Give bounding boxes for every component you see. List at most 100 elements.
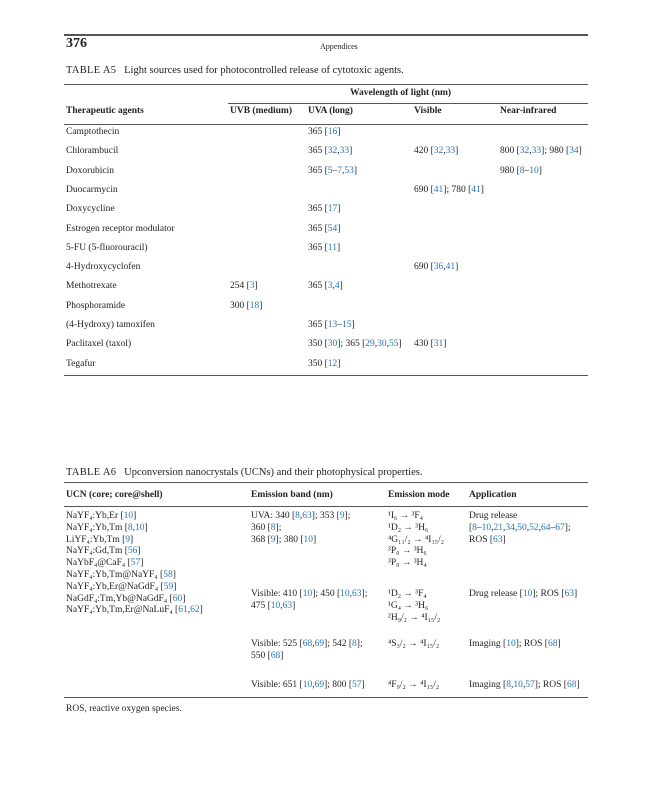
reference-link[interactable]: 3 (249, 281, 255, 292)
table-a6-caption-text: Upconversion nanocrystals (UCNs) and the… (124, 467, 423, 478)
reference-link[interactable]: 10 (513, 680, 523, 690)
reference-link[interactable]: 32 (433, 146, 444, 157)
reference-link[interactable]: 9 (339, 511, 345, 521)
header-rule (64, 34, 588, 36)
reference-link[interactable]: 68 (566, 680, 577, 690)
application: Drug release [10]; ROS [63] (469, 589, 578, 599)
reference-link[interactable]: 41 (445, 262, 456, 273)
reference-link[interactable]: 64 (541, 522, 551, 533)
reference-link[interactable]: 62 (190, 605, 200, 616)
emission-band: 360 [8]; (251, 522, 282, 533)
reference-link[interactable]: 8 (519, 165, 525, 176)
reference-link[interactable]: 8 (352, 639, 357, 649)
reference-link[interactable]: 16 (327, 127, 338, 137)
reference-link[interactable]: 68 (302, 639, 313, 649)
reference-link[interactable]: 10 (123, 511, 134, 521)
reference-link[interactable]: 7 (337, 165, 343, 176)
reference-link[interactable]: 10 (529, 165, 539, 176)
reference-link[interactable]: 3 (327, 281, 333, 292)
reference-link[interactable]: 18 (249, 300, 260, 311)
reference-link[interactable]: 17 (327, 204, 338, 215)
reference-link[interactable]: 10 (303, 534, 314, 545)
reference-link[interactable]: 4 (334, 281, 340, 292)
reference-link[interactable]: 69 (314, 680, 325, 690)
reference-link[interactable]: 10 (506, 639, 516, 649)
reference-link[interactable]: 10 (135, 522, 145, 533)
row-label: Estrogen receptor modulator (66, 223, 175, 234)
reference-link[interactable]: 60 (172, 593, 183, 604)
reference-link[interactable]: 32 (519, 146, 530, 157)
table-cell: 365 [54] (308, 223, 341, 234)
row-label: Duocarmycin (66, 184, 118, 195)
reference-link[interactable]: 34 (505, 522, 515, 533)
reference-link[interactable]: 68 (547, 639, 558, 649)
reference-link[interactable]: 59 (163, 581, 174, 592)
reference-link[interactable]: 54 (327, 223, 338, 234)
reference-link[interactable]: 8 (270, 522, 276, 533)
reference-link[interactable]: 41 (471, 184, 481, 195)
reference-link[interactable]: 33 (339, 146, 350, 157)
reference-link[interactable]: 69 (314, 639, 325, 649)
reference-link[interactable]: 8 (127, 522, 133, 533)
reference-link[interactable]: 15 (342, 320, 352, 330)
reference-link[interactable]: 33 (531, 146, 542, 157)
reference-link[interactable]: 10 (481, 522, 492, 533)
reference-link[interactable]: 67 (555, 522, 565, 533)
reference-link[interactable]: 50 (517, 522, 527, 533)
reference-link[interactable]: 21 (493, 522, 504, 533)
row-label: Phosphoramide (66, 300, 126, 311)
table-a6-caption: TABLE A6 Upconversion nanocrystals (UCNs… (66, 467, 422, 478)
reference-link[interactable]: 8 (506, 680, 511, 690)
application: [8–10,21,34,50,52,64–67]; (469, 522, 571, 533)
reference-link[interactable]: 57 (130, 558, 141, 569)
reference-link[interactable]: 53 (344, 165, 354, 176)
table-cell: 800 [32,33]; 980 [34] (500, 146, 582, 157)
emission-mode: ¹G₄ → ³H₆ (388, 600, 429, 611)
reference-link[interactable]: 61 (178, 605, 188, 616)
reference-link[interactable]: 5 (327, 165, 333, 176)
reference-link[interactable]: 30 (327, 339, 338, 350)
emission-mode: ⁴G₁₁/₂ → ⁴I₁₅/₂ (388, 534, 445, 545)
reference-link[interactable]: 31 (433, 339, 444, 350)
row-label: Paclitaxel (taxol) (66, 339, 132, 350)
reference-link[interactable]: 11 (327, 242, 337, 253)
table-a6-top-rule (64, 482, 588, 484)
reference-link[interactable]: 63 (282, 600, 293, 611)
reference-link[interactable]: 57 (352, 680, 362, 690)
reference-link[interactable]: 12 (327, 358, 338, 369)
reference-link[interactable]: 63 (564, 589, 575, 599)
reference-link[interactable]: 30 (377, 339, 387, 350)
reference-link[interactable]: 63 (493, 534, 503, 545)
reference-link[interactable]: 8 (295, 511, 300, 521)
reference-link[interactable]: 29 (365, 339, 375, 350)
reference-link[interactable]: 10 (302, 589, 313, 599)
row-label: Doxorubicin (66, 165, 115, 176)
reference-link[interactable]: 41 (433, 184, 444, 195)
reference-link[interactable]: 57 (525, 680, 535, 690)
reference-link[interactable]: 13 (327, 320, 338, 330)
reference-link[interactable]: 52 (529, 522, 539, 533)
table-cell: 350 [30]; 365 [29,30,55] (308, 339, 402, 350)
reference-link[interactable]: 34 (569, 146, 579, 157)
reference-link[interactable]: 10 (340, 589, 350, 599)
reference-link[interactable]: 10 (270, 600, 281, 611)
ucn-entry: NaYF₄:Yb,Er [10] (66, 511, 137, 521)
column-header: Application (469, 490, 517, 500)
reference-link[interactable]: 56 (127, 546, 138, 557)
emission-mode: ¹D₂ → ³F₄ (388, 589, 427, 599)
reference-link[interactable]: 32 (327, 146, 338, 157)
running-title: Appendices (320, 42, 358, 51)
reference-link[interactable]: 68 (270, 650, 281, 661)
reference-link[interactable]: 63 (302, 511, 312, 521)
reference-link[interactable]: 58 (163, 570, 173, 580)
reference-link[interactable]: 9 (125, 534, 131, 545)
reference-link[interactable]: 9 (270, 534, 276, 545)
reference-link[interactable]: 10 (522, 589, 533, 599)
reference-link[interactable]: 8 (472, 522, 477, 533)
reference-link[interactable]: 10 (302, 680, 313, 690)
reference-link[interactable]: 55 (389, 339, 399, 350)
reference-link[interactable]: 33 (445, 146, 456, 157)
table-cell: 690 [41]; 780 [41] (414, 184, 484, 195)
reference-link[interactable]: 63 (352, 589, 362, 599)
reference-link[interactable]: 36 (433, 262, 444, 273)
